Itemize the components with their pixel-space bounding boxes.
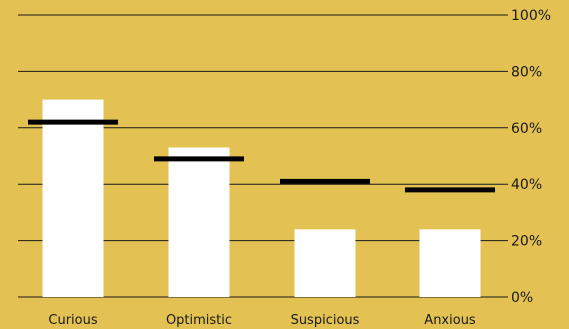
x-category-label: Anxious [424, 313, 476, 328]
bar [294, 229, 356, 297]
x-category-label: Optimistic [166, 313, 232, 328]
y-axis-tick-labels: 0% 20% 40% 60% 80% 100% [511, 8, 551, 306]
y-tick-label: 60% [511, 121, 542, 137]
bars [42, 99, 481, 297]
y-tick-label: 20% [511, 234, 542, 250]
y-tick-label: 40% [511, 177, 542, 193]
benchmark-markers [28, 119, 495, 193]
y-tick-label: 0% [511, 290, 533, 306]
bar [168, 147, 230, 297]
bar [419, 229, 481, 297]
bar [42, 99, 104, 297]
x-category-label: Suspicious [291, 313, 360, 328]
x-category-label: Curious [48, 313, 97, 328]
x-axis-category-labels: Curious Optimistic Suspicious Anxious [48, 313, 476, 328]
y-tick-label: 80% [511, 64, 542, 80]
y-tick-label: 100% [511, 8, 551, 24]
